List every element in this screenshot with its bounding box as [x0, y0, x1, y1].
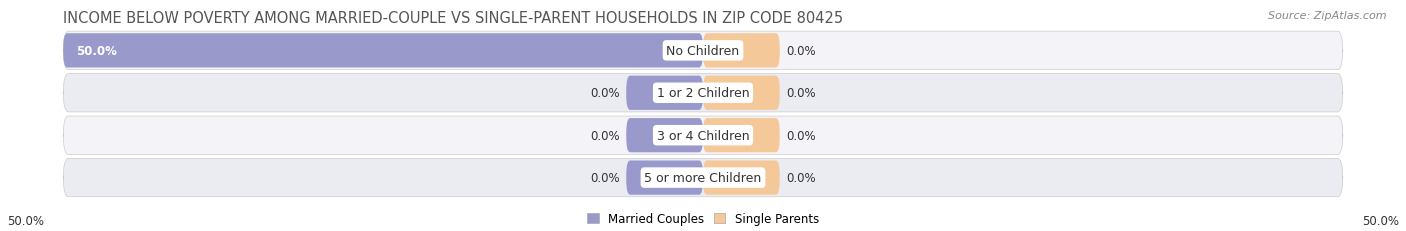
Text: 0.0%: 0.0% — [786, 171, 815, 184]
Text: 50.0%: 50.0% — [1362, 214, 1399, 227]
Text: 0.0%: 0.0% — [786, 87, 815, 100]
Text: 5 or more Children: 5 or more Children — [644, 171, 762, 184]
FancyBboxPatch shape — [626, 76, 703, 110]
Text: 50.0%: 50.0% — [7, 214, 44, 227]
FancyBboxPatch shape — [703, 34, 780, 68]
Text: 0.0%: 0.0% — [786, 129, 815, 142]
FancyBboxPatch shape — [703, 76, 780, 110]
FancyBboxPatch shape — [63, 159, 1343, 197]
Text: 1 or 2 Children: 1 or 2 Children — [657, 87, 749, 100]
Text: 0.0%: 0.0% — [786, 45, 815, 58]
FancyBboxPatch shape — [626, 119, 703, 153]
Text: Source: ZipAtlas.com: Source: ZipAtlas.com — [1268, 10, 1386, 21]
FancyBboxPatch shape — [63, 32, 1343, 70]
Text: 0.0%: 0.0% — [591, 171, 620, 184]
Text: 0.0%: 0.0% — [591, 87, 620, 100]
Text: INCOME BELOW POVERTY AMONG MARRIED-COUPLE VS SINGLE-PARENT HOUSEHOLDS IN ZIP COD: INCOME BELOW POVERTY AMONG MARRIED-COUPL… — [63, 10, 844, 25]
FancyBboxPatch shape — [626, 161, 703, 195]
Text: 50.0%: 50.0% — [76, 45, 117, 58]
Text: No Children: No Children — [666, 45, 740, 58]
FancyBboxPatch shape — [63, 34, 703, 68]
Text: 3 or 4 Children: 3 or 4 Children — [657, 129, 749, 142]
FancyBboxPatch shape — [63, 116, 1343, 155]
Legend: Married Couples, Single Parents: Married Couples, Single Parents — [586, 212, 820, 225]
FancyBboxPatch shape — [63, 74, 1343, 112]
Text: 0.0%: 0.0% — [591, 129, 620, 142]
FancyBboxPatch shape — [703, 119, 780, 153]
FancyBboxPatch shape — [703, 161, 780, 195]
